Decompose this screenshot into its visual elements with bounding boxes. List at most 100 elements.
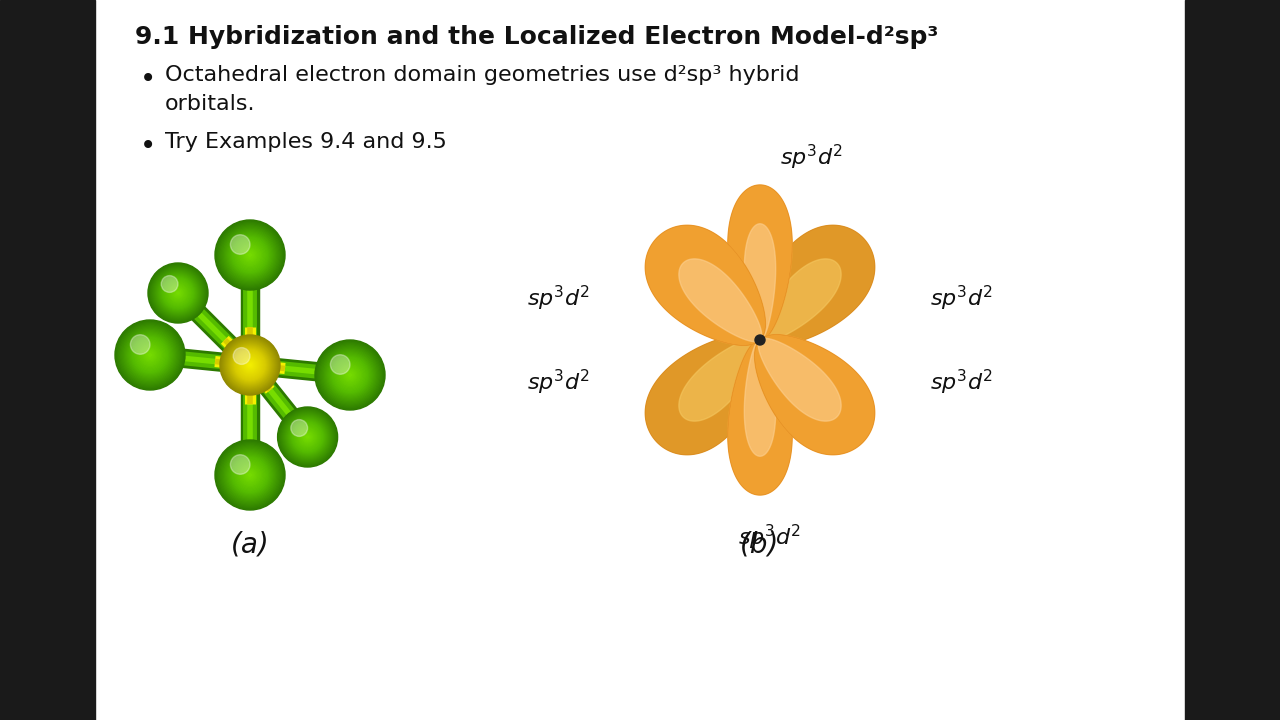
Circle shape (125, 330, 174, 379)
Circle shape (282, 411, 334, 463)
Circle shape (221, 446, 279, 504)
Circle shape (123, 328, 177, 382)
Circle shape (291, 420, 307, 436)
Text: $\mathit{sp}^3\mathit{d}^2$: $\mathit{sp}^3\mathit{d}^2$ (527, 284, 590, 312)
Circle shape (230, 346, 269, 384)
Text: Try Examples 9.4 and 9.5: Try Examples 9.4 and 9.5 (165, 132, 447, 152)
Circle shape (237, 462, 262, 488)
Circle shape (146, 351, 154, 359)
Circle shape (279, 409, 335, 465)
Circle shape (122, 327, 178, 383)
Polygon shape (758, 259, 841, 342)
Circle shape (151, 266, 205, 320)
Circle shape (228, 453, 273, 498)
Bar (1185, 0, 1280, 720)
Circle shape (236, 241, 264, 269)
Circle shape (244, 359, 256, 371)
Text: $\mathit{sp}^3\mathit{d}^2$: $\mathit{sp}^3\mathit{d}^2$ (931, 284, 993, 312)
Circle shape (145, 349, 156, 361)
Circle shape (136, 341, 164, 369)
Circle shape (170, 285, 186, 301)
Circle shape (154, 268, 204, 318)
Circle shape (164, 279, 192, 307)
Circle shape (755, 335, 765, 345)
Circle shape (232, 236, 269, 274)
Circle shape (150, 265, 206, 321)
Circle shape (346, 370, 355, 379)
Circle shape (278, 407, 338, 467)
Circle shape (225, 451, 274, 500)
Circle shape (120, 326, 179, 384)
Circle shape (246, 251, 255, 260)
Circle shape (224, 449, 275, 500)
Circle shape (294, 424, 320, 450)
Circle shape (133, 338, 166, 372)
Circle shape (247, 362, 253, 368)
Circle shape (242, 357, 259, 373)
Circle shape (172, 286, 186, 300)
Circle shape (243, 468, 257, 482)
Circle shape (250, 364, 251, 366)
Circle shape (218, 442, 283, 508)
Circle shape (227, 341, 274, 389)
Circle shape (300, 429, 316, 445)
Circle shape (220, 225, 280, 285)
Circle shape (215, 220, 285, 290)
Circle shape (238, 243, 261, 266)
Circle shape (166, 282, 189, 304)
Circle shape (344, 369, 356, 381)
Polygon shape (745, 224, 776, 340)
Circle shape (284, 414, 330, 460)
Circle shape (338, 364, 362, 387)
Circle shape (140, 344, 160, 366)
Circle shape (293, 422, 323, 452)
Circle shape (148, 264, 207, 322)
Circle shape (220, 445, 280, 505)
Circle shape (296, 425, 320, 449)
Circle shape (230, 455, 270, 495)
Circle shape (347, 372, 353, 379)
Circle shape (333, 358, 367, 392)
Circle shape (163, 278, 193, 308)
Circle shape (227, 451, 274, 498)
Circle shape (248, 474, 251, 476)
Polygon shape (645, 225, 765, 346)
Circle shape (129, 334, 172, 376)
Circle shape (220, 335, 280, 395)
Circle shape (236, 351, 264, 379)
Text: $\mathit{sp}^3\mathit{d}^2$: $\mathit{sp}^3\mathit{d}^2$ (780, 143, 844, 171)
Circle shape (147, 353, 152, 357)
Circle shape (221, 447, 278, 503)
Circle shape (244, 360, 255, 370)
Circle shape (229, 454, 271, 496)
Circle shape (174, 289, 182, 297)
Text: (a): (a) (230, 531, 269, 559)
Circle shape (317, 342, 383, 408)
Circle shape (227, 232, 274, 279)
Circle shape (223, 228, 276, 282)
Circle shape (233, 348, 268, 382)
Circle shape (335, 361, 364, 389)
Circle shape (292, 421, 324, 453)
Circle shape (127, 332, 173, 378)
Circle shape (128, 333, 173, 377)
Circle shape (155, 270, 201, 316)
Circle shape (305, 434, 311, 440)
Circle shape (168, 283, 188, 303)
Text: 9.1 Hybridization and the Localized Electron Model-d²sp³: 9.1 Hybridization and the Localized Elec… (134, 25, 938, 49)
Circle shape (221, 226, 279, 284)
Circle shape (173, 288, 183, 298)
Circle shape (219, 223, 282, 287)
Circle shape (232, 347, 268, 383)
Circle shape (228, 343, 273, 387)
Circle shape (241, 355, 260, 375)
Circle shape (328, 353, 372, 397)
Circle shape (177, 292, 179, 294)
Circle shape (247, 472, 253, 479)
Circle shape (223, 448, 276, 502)
Circle shape (230, 235, 270, 275)
Text: (b): (b) (740, 531, 780, 559)
Circle shape (237, 352, 262, 378)
Polygon shape (645, 335, 765, 455)
Circle shape (134, 340, 165, 370)
